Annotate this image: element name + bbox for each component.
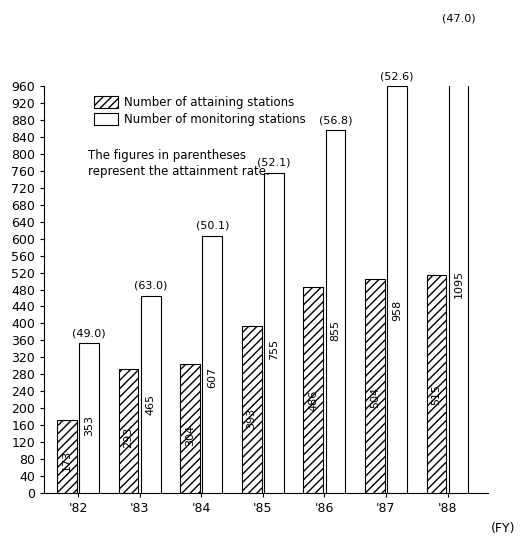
Text: (FY): (FY) <box>491 522 515 535</box>
Text: (49.0): (49.0) <box>72 328 106 339</box>
Text: 173: 173 <box>62 450 72 471</box>
Legend: Number of attaining stations, Number of monitoring stations: Number of attaining stations, Number of … <box>94 96 306 126</box>
Bar <box>304 287 323 493</box>
Text: 515: 515 <box>431 385 441 405</box>
Bar <box>180 364 200 493</box>
Bar <box>57 420 77 493</box>
Text: (47.0): (47.0) <box>442 13 476 23</box>
Text: (52.1): (52.1) <box>257 158 290 167</box>
Text: (63.0): (63.0) <box>134 281 167 291</box>
Text: 504: 504 <box>370 387 380 408</box>
Text: 304: 304 <box>185 424 195 446</box>
Text: The figures in parentheses: The figures in parentheses <box>88 149 247 162</box>
Bar <box>387 86 407 493</box>
Bar <box>119 369 138 493</box>
Bar <box>449 28 469 493</box>
Text: 607: 607 <box>207 367 217 388</box>
Bar <box>264 173 284 493</box>
Bar <box>79 344 99 493</box>
Text: 855: 855 <box>330 319 340 341</box>
Text: 293: 293 <box>124 427 134 448</box>
Text: 486: 486 <box>308 390 318 411</box>
Text: 755: 755 <box>269 339 279 359</box>
Text: 393: 393 <box>247 408 257 429</box>
Bar <box>326 130 345 493</box>
Text: 1095: 1095 <box>453 270 463 298</box>
Bar <box>365 280 385 493</box>
Bar <box>242 327 261 493</box>
Text: (56.8): (56.8) <box>319 115 352 125</box>
Text: 465: 465 <box>146 394 156 415</box>
Text: (50.1): (50.1) <box>196 220 229 230</box>
Bar <box>141 296 160 493</box>
Bar <box>427 275 446 493</box>
Bar <box>203 236 222 493</box>
Text: represent the attainment rate.: represent the attainment rate. <box>88 165 270 178</box>
Text: 353: 353 <box>84 415 94 437</box>
Text: (52.6): (52.6) <box>380 71 414 82</box>
Text: 958: 958 <box>392 300 402 321</box>
